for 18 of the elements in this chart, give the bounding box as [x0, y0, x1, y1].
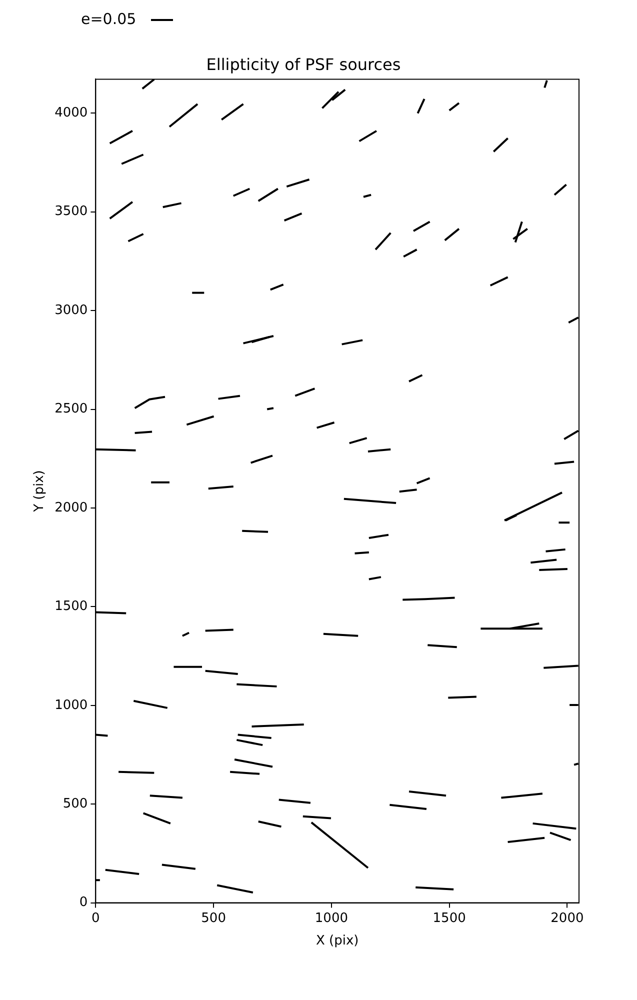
- y-tick-label: 4000: [54, 106, 88, 121]
- y-tick-label: 1500: [54, 599, 88, 614]
- x-tick-label: 1500: [432, 910, 466, 926]
- y-axis-title: Y (pix): [32, 470, 48, 513]
- x-tick-label: 2000: [550, 910, 584, 926]
- x-tick-label: 500: [201, 910, 226, 926]
- y-tick-label: 500: [62, 796, 88, 812]
- x-tick-label: 1000: [314, 910, 348, 926]
- y-tick-label: 3000: [54, 302, 88, 318]
- x-tick-label: 0: [92, 910, 100, 926]
- chart-title: Ellipticity of PSF sources: [206, 54, 401, 74]
- y-tick-label: 3500: [54, 204, 88, 220]
- y-tick-label: 1000: [54, 698, 88, 713]
- text: e=0.05: [81, 10, 136, 28]
- y-tick-label: 2500: [54, 402, 88, 417]
- y-tick-label: 2000: [54, 500, 88, 516]
- x-axis-title: X (pix): [316, 934, 359, 949]
- y-tick-label: 0: [79, 895, 88, 910]
